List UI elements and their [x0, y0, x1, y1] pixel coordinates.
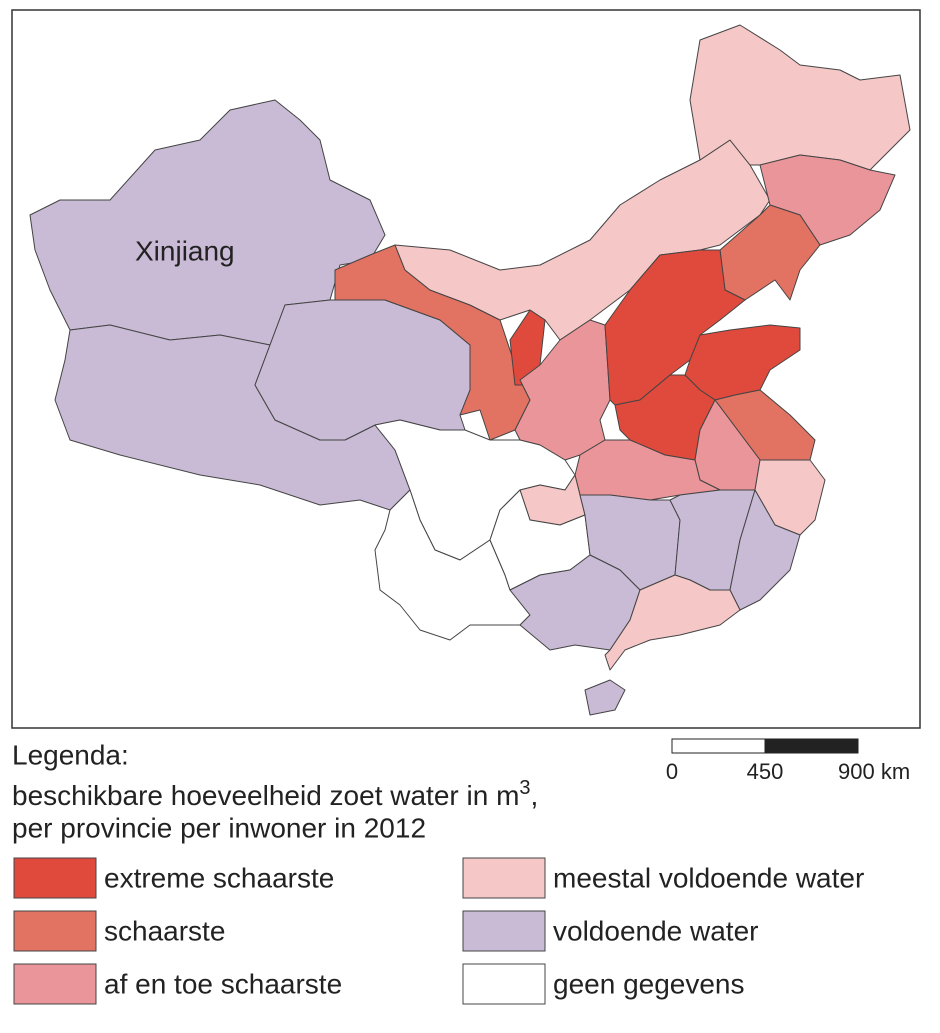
province [604, 574, 741, 671]
province [719, 204, 821, 301]
legend-swatch [13, 857, 97, 899]
legend-subtitle: per provincie per inwoner in 2012 [12, 812, 426, 843]
province [729, 489, 801, 611]
legend-swatch [462, 910, 546, 952]
legend-label: voldoende water [553, 915, 758, 946]
legend-swatch [13, 910, 97, 952]
legend-label: meestal voldoende water [553, 862, 864, 893]
legend-subtitle: beschikbare hoeveelheid zoet water in m3… [12, 777, 538, 811]
legend-label: geen gegevens [553, 968, 745, 999]
legend-label: schaarste [104, 915, 225, 946]
legend-swatch [462, 963, 546, 1005]
scale-label: 0 [666, 759, 678, 784]
scale-label: 900 km [838, 759, 910, 784]
province [254, 299, 471, 441]
legend-label: extreme schaarste [104, 862, 334, 893]
legend-label: af en toe schaarste [104, 968, 342, 999]
province [394, 139, 771, 341]
text: beschikbare hoeveelheid zoet water in m [12, 780, 519, 811]
legend-swatch [13, 963, 97, 1005]
legend-title: Legenda: [12, 739, 129, 770]
superscript: 3 [519, 777, 530, 799]
region-label: Xinjiang [135, 235, 235, 266]
map [29, 24, 911, 716]
legend: extreme schaarste schaarste af en toe scha… [13, 857, 864, 1005]
text: , [531, 780, 539, 811]
province [689, 24, 911, 171]
scale-label: 450 [747, 759, 784, 784]
province [584, 679, 626, 716]
legend-swatch [462, 857, 546, 899]
scale-bar [764, 738, 859, 754]
scale-bar [671, 738, 766, 754]
